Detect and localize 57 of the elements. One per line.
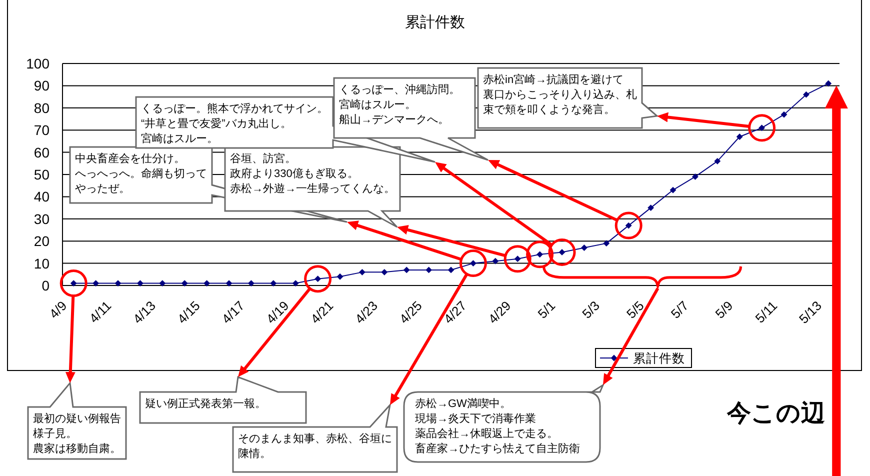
ytick-label: 0 [42, 278, 50, 294]
annotation: 様子見。 [33, 428, 77, 440]
xtick-label: 5/7 [668, 298, 692, 322]
annotation: 赤松→GW満喫中。 [415, 398, 511, 410]
xtick-label: 4/11 [86, 298, 114, 326]
xtick-label: 4/29 [485, 298, 514, 327]
xtick-label: 5/5 [624, 298, 647, 322]
ytick-label: 30 [34, 210, 50, 227]
annotation: 農家は移動自粛。 [33, 443, 121, 455]
annotation: 疑い例正式発表第一報。 [145, 398, 266, 410]
xtick-label: 5/11 [752, 298, 780, 326]
annotation: 赤松→外遊→一生帰ってくんな。 [230, 183, 395, 195]
ytick-label: 50 [34, 166, 50, 182]
annotation: 今この辺 [727, 400, 825, 427]
annotation: 宮崎はスルー。 [339, 99, 416, 111]
xtick-label: 5/13 [796, 298, 825, 327]
xtick-label: 4/13 [130, 298, 159, 327]
legend-label: 累計件数 [633, 352, 685, 366]
annotation: くるっぽー。熊本で浮かれてサイン。 [141, 103, 328, 115]
annotation: 谷垣、訪宮。 [230, 153, 296, 165]
annotation: “井草と畳で友愛”バカ丸出し。 [141, 118, 292, 130]
ytick-label: 60 [34, 144, 50, 160]
xtick-label: 4/19 [263, 298, 292, 327]
annotation: 赤松in宮崎→抗議団を避けて [483, 74, 624, 86]
annotation: 薬品会社→休暇返上で走る。 [415, 428, 558, 440]
xtick-label: 4/27 [440, 298, 470, 327]
xtick-label: 4/9 [46, 298, 70, 322]
xtick-label: 4/23 [352, 298, 381, 327]
title: 累計件数 [405, 14, 465, 31]
ytick-label: 20 [34, 233, 50, 250]
xtick-label: 4/15 [174, 298, 203, 327]
annotation: 畜産家→ひたすら怯えて自主防衛 [415, 443, 580, 455]
annotation: 最初の疑い例報告 [33, 413, 121, 425]
ytick-label: 100 [26, 56, 50, 72]
xtick-label: 4/21 [308, 298, 336, 327]
annotation: 船山→デンマークへ。 [339, 114, 449, 126]
annotation: 政府より330億もぎ取る。 [230, 168, 358, 180]
xtick-label: 4/25 [396, 298, 425, 327]
xtick-label: 5/3 [579, 298, 603, 322]
xtick-label: 5/9 [712, 298, 736, 322]
ytick-label: 10 [34, 255, 50, 272]
annotation: 束で頬を叩くような発言。 [483, 104, 615, 116]
ytick-label: 80 [34, 100, 50, 116]
annotation: へっへっへ。命綱も切って [75, 168, 207, 180]
annotation: 宮崎はスルー。 [141, 133, 218, 145]
ytick-label: 90 [34, 78, 50, 94]
annotation: くるっぽー、沖縄訪問。 [339, 84, 460, 96]
annotation: そのまんま知事、赤松、谷垣に [238, 433, 392, 445]
xtick-label: 4/17 [218, 298, 248, 327]
annotation: 中央畜産会を仕分け。 [75, 153, 185, 165]
xtick-label: 5/1 [534, 298, 558, 322]
annotation: やったぜ。 [75, 183, 130, 195]
ytick-label: 40 [34, 188, 50, 205]
annotation: 陳情。 [238, 448, 271, 460]
ytick-label: 70 [34, 122, 50, 138]
annotation: 裏口からこっそり入り込み、札 [483, 89, 637, 101]
annotation: 現場→炎天下で消毒作業 [415, 413, 536, 425]
